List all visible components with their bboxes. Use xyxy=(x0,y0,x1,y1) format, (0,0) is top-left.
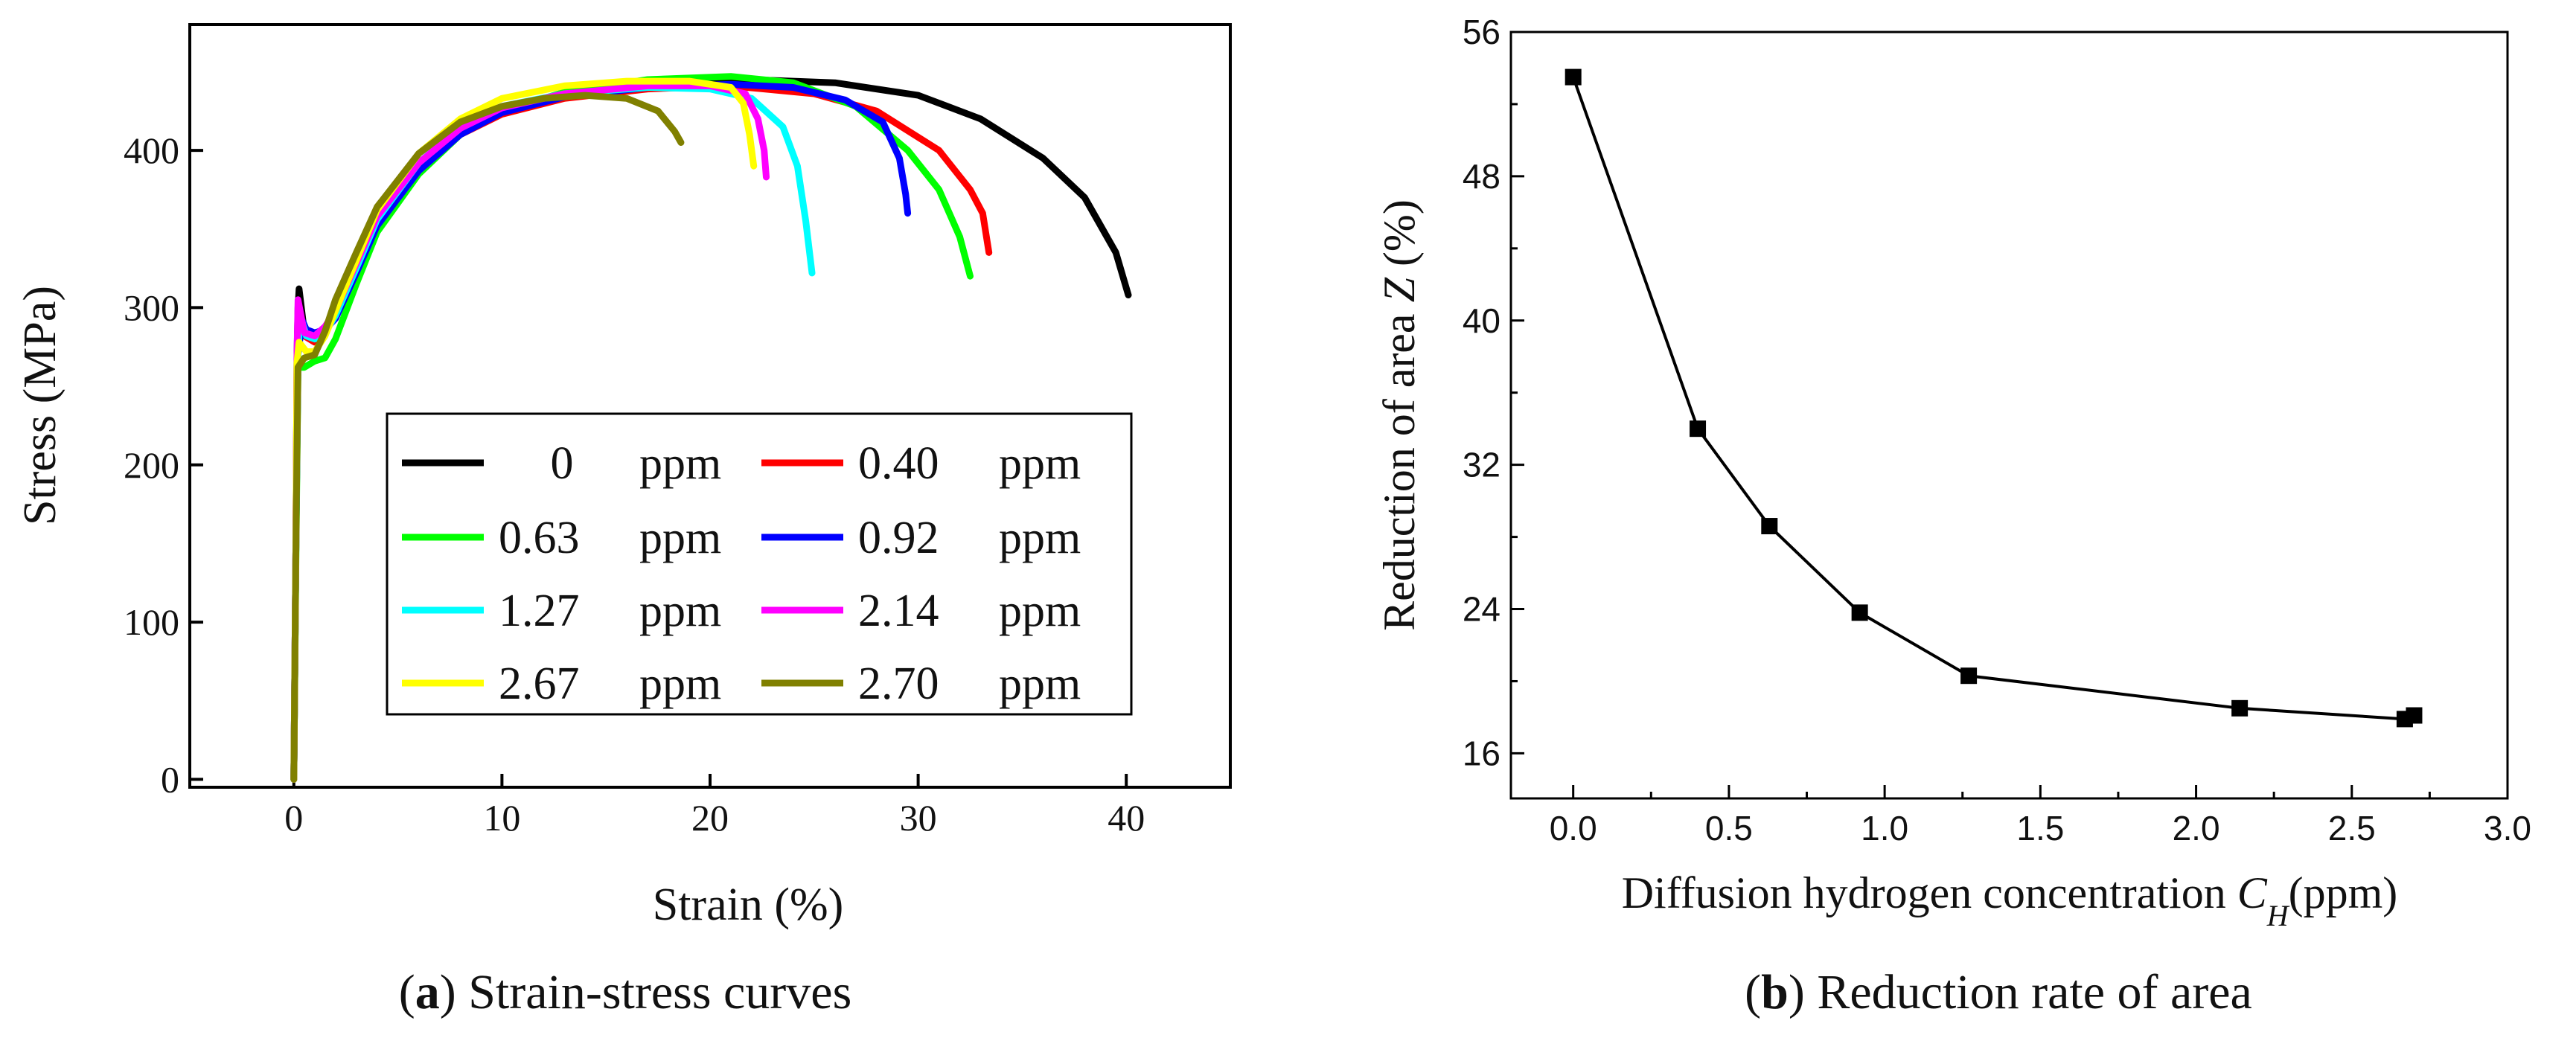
panel-b-plot-frame xyxy=(1509,31,2509,800)
legend-label-unit: ppm xyxy=(639,659,721,709)
x-tick-label: 0 xyxy=(284,797,303,839)
legend-label-unit: ppm xyxy=(999,659,1081,709)
data-point-marker xyxy=(1960,667,1978,685)
legend-entry: 2.14 ppm xyxy=(761,586,1081,636)
y-tick-label: 48 xyxy=(1463,157,1500,196)
panel-b-x-axis-subscript: H xyxy=(2266,899,2290,932)
legend-box xyxy=(386,412,1133,716)
x-tick-label: 1.5 xyxy=(2016,809,2064,848)
panel-a-caption-text: Strain-stress curves xyxy=(456,965,852,1019)
panel-b-series xyxy=(1565,68,2423,728)
legend-label-value: 0 xyxy=(551,438,574,489)
series-line-2-70ppm xyxy=(290,92,685,783)
panel-b-caption-letter: b xyxy=(1761,965,1789,1019)
y-tick-label: 100 xyxy=(124,601,179,643)
x-tick-label: 3.0 xyxy=(2484,809,2531,848)
legend-label-value: 0.92 xyxy=(858,513,939,563)
legend-label-value: 0.40 xyxy=(858,438,939,489)
panel-b-caption-text: Reduction rate of area xyxy=(1805,965,2252,1019)
y-tick-label: 400 xyxy=(124,129,179,171)
panel-b-x-axis-title: Diffusion hydrogen concentration CH(ppm) xyxy=(1622,868,2398,932)
y-tick-label: 0 xyxy=(161,758,179,800)
y-tick-label: 16 xyxy=(1463,734,1500,772)
x-tick-label: 30 xyxy=(900,797,937,839)
panel-b-y-axis-symbol: Z xyxy=(1375,277,1424,302)
y-tick-label: 200 xyxy=(124,444,179,486)
data-point-marker xyxy=(1690,420,1707,438)
panel-a-caption-letter: a xyxy=(415,965,440,1019)
panel-a-y-axis-title: Stress (MPa) xyxy=(15,286,65,525)
legend-label-unit: ppm xyxy=(639,586,721,636)
legend-label-value: 1.27 xyxy=(499,586,580,636)
legend-entry: 0.92 ppm xyxy=(761,513,1081,563)
data-point-marker xyxy=(1761,518,1778,535)
legend-entry: 1.27 ppm xyxy=(402,586,721,636)
legend-label-unit: ppm xyxy=(999,438,1081,489)
x-tick-label: 0.0 xyxy=(1550,809,1597,848)
panel-b-x-axis-title-prefix: Diffusion hydrogen concentration xyxy=(1622,868,2237,917)
data-point-marker xyxy=(1565,68,1582,86)
legend-entry: 2.67 ppm xyxy=(402,659,721,709)
legend-entry: 2.70 ppm xyxy=(761,659,1081,709)
x-tick-label: 0.5 xyxy=(1705,809,1753,848)
legend-entry: 0 ppm xyxy=(402,438,721,489)
legend-label-value: 0.63 xyxy=(499,513,580,563)
legend-label-value: 2.70 xyxy=(858,659,939,709)
data-point-marker xyxy=(1851,604,1868,621)
panel-b-x-axis-symbol: C xyxy=(2237,868,2268,917)
data-point-marker xyxy=(2231,699,2249,717)
y-tick-label: 32 xyxy=(1463,446,1500,484)
y-tick-label: 56 xyxy=(1463,13,1500,51)
legend-label-unit: ppm xyxy=(999,586,1081,636)
panel-a-x-axis-title: Strain (%) xyxy=(653,880,844,930)
legend-entry: 0.40 ppm xyxy=(761,438,1081,489)
panel-b-ticks: 0.0 0.5 1.0 1.5 2.0 2.5 3.0 16 24 32 40 48 56 xyxy=(1463,13,2531,848)
panel-a-series-lines xyxy=(290,73,1132,783)
x-tick-label: 2.5 xyxy=(2328,809,2376,848)
data-point-marker xyxy=(2406,707,2423,724)
series-line-2-14ppm xyxy=(290,82,770,783)
x-tick-label: 20 xyxy=(691,797,729,839)
panel-b-y-axis-title: Reduction of area Z (%) xyxy=(1375,199,1424,631)
legend-label-unit: ppm xyxy=(999,513,1081,563)
panel-b-y-axis-title-suffix: (%) xyxy=(1375,199,1424,278)
panel-b-x-axis-title-suffix: (ppm) xyxy=(2289,868,2398,917)
panel-b-y-axis-title-prefix: Reduction of area xyxy=(1375,302,1424,630)
x-tick-label: 40 xyxy=(1108,797,1145,839)
legend-label-unit: ppm xyxy=(639,438,721,489)
legend-entry: 0.63 ppm xyxy=(402,513,721,563)
legend-label-unit: ppm xyxy=(639,513,721,563)
reduction-curve xyxy=(1571,76,2415,721)
panel-a-caption: (a) Strain-stress curves xyxy=(399,965,852,1019)
legend-label-value: 2.67 xyxy=(499,659,580,709)
y-tick-label: 24 xyxy=(1463,590,1500,629)
panel-b-chart: 0.0 0.5 1.0 1.5 2.0 2.5 3.0 16 24 32 40 48 56 Diffus… xyxy=(1375,13,2531,1019)
y-tick-label: 40 xyxy=(1463,301,1500,340)
legend-label-value: 2.14 xyxy=(858,586,939,636)
y-tick-label: 300 xyxy=(124,286,179,328)
x-tick-label: 1.0 xyxy=(1861,809,1908,848)
x-tick-label: 2.0 xyxy=(2173,809,2220,848)
panel-b-caption: (b) Reduction rate of area xyxy=(1745,965,2252,1019)
x-tick-label: 10 xyxy=(483,797,520,839)
